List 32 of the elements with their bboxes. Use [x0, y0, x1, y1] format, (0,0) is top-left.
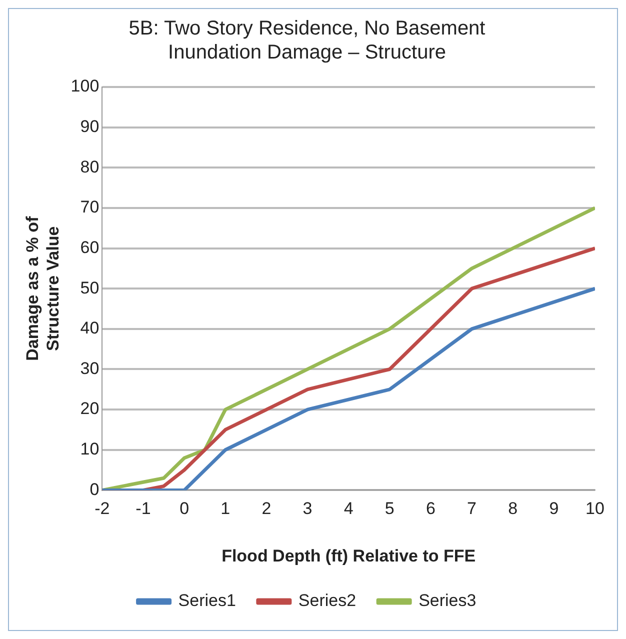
x-tick-label: 0	[180, 499, 190, 518]
y-tick-label: 50	[80, 278, 100, 298]
x-tick-label: 4	[344, 499, 354, 518]
x-tick-label: -1	[136, 499, 151, 518]
y-tick-label: 70	[80, 198, 100, 217]
x-tick-label: 10	[586, 499, 604, 518]
y-tick-label: 40	[80, 318, 100, 338]
y-tick-label: 30	[80, 358, 100, 378]
text: Damage as a % of	[22, 216, 42, 361]
x-tick-label: 7	[467, 499, 477, 518]
y-tick-label: 80	[80, 157, 100, 176]
x-tick-label: -2	[94, 499, 110, 518]
legend-label: Series3	[418, 591, 476, 610]
x-tick-label: 3	[302, 499, 312, 518]
x-axis-title: Flood Depth (ft) Relative to FFE	[222, 546, 476, 566]
text: 5B: Two Story Residence, No Basement	[128, 18, 486, 40]
text: Structure Value	[43, 226, 62, 351]
y-tick-label: 20	[80, 399, 100, 418]
x-tick-label: 8	[508, 499, 518, 518]
y-tick-label: 90	[80, 117, 100, 136]
x-tick-label: 5	[384, 499, 394, 518]
y-tick-label: 100	[70, 76, 100, 96]
x-tick-label: 6	[426, 499, 436, 518]
legend-label: Series2	[298, 591, 356, 610]
x-tick-label: 2	[262, 499, 272, 518]
legend-label: Series1	[178, 591, 236, 610]
x-tick-label: 9	[549, 499, 559, 518]
text: Inundation Damage – Structure	[168, 42, 446, 64]
x-tick-label: 1	[220, 499, 230, 518]
y-tick-label: 60	[80, 238, 100, 257]
y-tick-label: 10	[80, 440, 100, 459]
y-tick-label: 0	[90, 480, 100, 499]
